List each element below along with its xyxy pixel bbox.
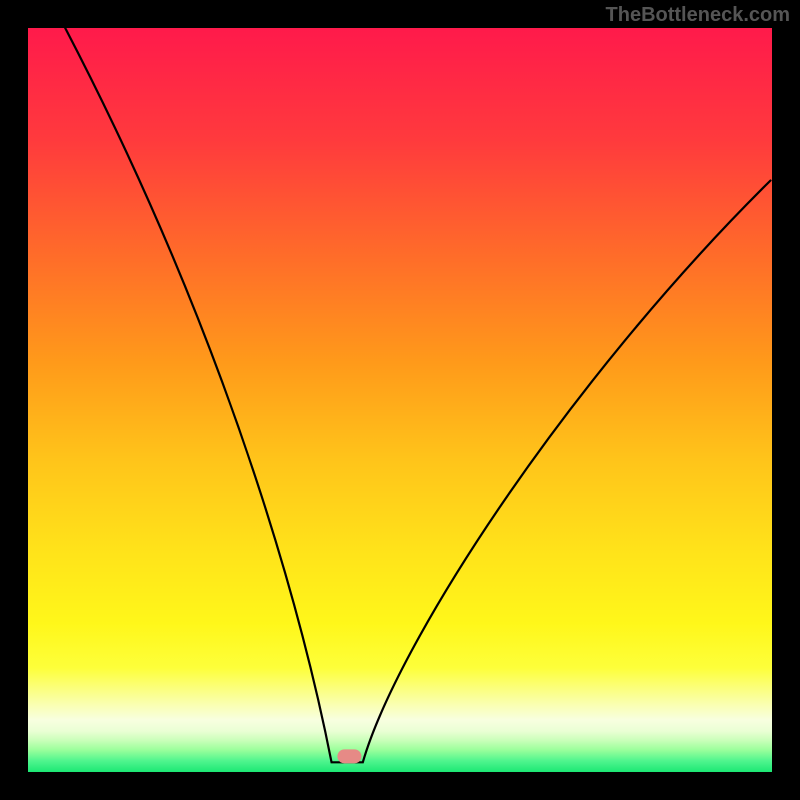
root-container: TheBottleneck.com: [0, 0, 800, 800]
watermark-text: TheBottleneck.com: [606, 4, 790, 27]
plot-background-gradient: [28, 28, 772, 772]
optimum-marker: [337, 749, 361, 763]
bottleneck-chart: [0, 0, 800, 800]
